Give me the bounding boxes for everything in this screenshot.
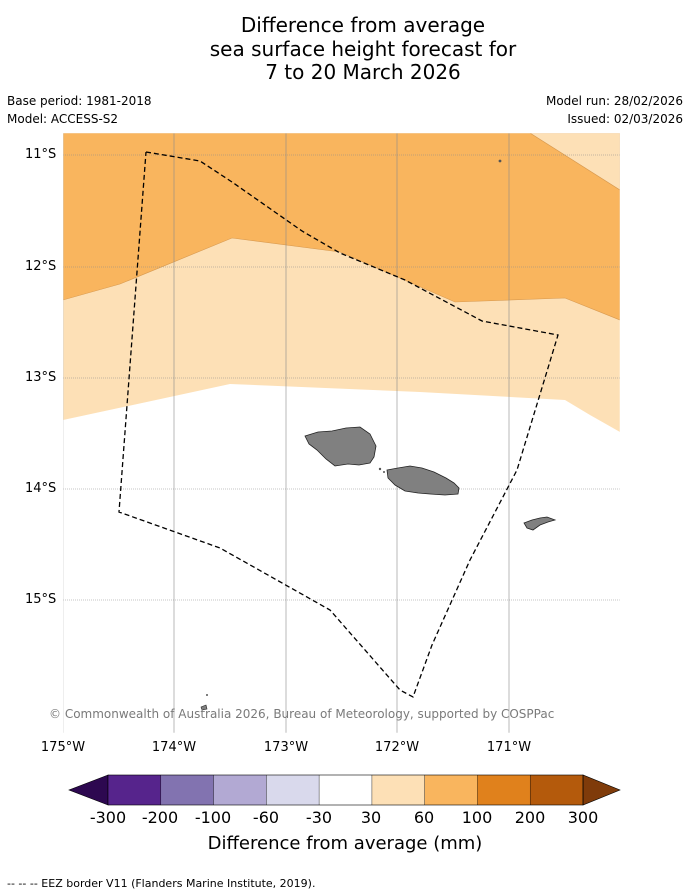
colorbar-tick: 300: [567, 808, 599, 827]
colorbar-extend-low: [68, 774, 109, 806]
colorbar-label: Difference from average (mm): [207, 833, 483, 854]
colorbar-tick: -60: [252, 808, 280, 827]
lat-label: 11°S: [25, 147, 57, 162]
title-line-1: Difference from average: [240, 13, 486, 37]
colorbar-segment: [108, 775, 162, 805]
gridlines: [63, 133, 620, 733]
meta-left: Base period: 1981-2018 Model: ACCESS-S2: [7, 94, 152, 130]
lon-label: 171°W: [486, 740, 532, 755]
lat-label: 14°S: [25, 481, 57, 496]
lon-label: 173°W: [263, 740, 309, 755]
band-30-60-corner: [529, 133, 620, 191]
colorbar-tick: -100: [194, 808, 232, 827]
rose-atoll: [498, 159, 502, 163]
colorbar-segment: [530, 775, 584, 805]
colorbar-segment: [160, 775, 214, 805]
colorbar-segment: [319, 775, 373, 805]
eez-border: [118, 151, 559, 698]
title-line-3: 7 to 20 March 2026: [265, 60, 461, 84]
colorbar-tick: 30: [360, 808, 382, 827]
base-period: Base period: 1981-2018: [7, 94, 152, 108]
lat-label: 12°S: [25, 259, 57, 274]
colorbar-tick: -300: [89, 808, 127, 827]
model-run: Model run: 28/02/2026: [545, 94, 683, 108]
map-frame: [62, 132, 621, 734]
colorbar-tick: -30: [305, 808, 333, 827]
model-name: Model: ACCESS-S2: [7, 112, 119, 126]
colorbar-segment: [477, 775, 531, 805]
lat-label: 13°S: [25, 370, 57, 385]
southern-islet-2: [206, 694, 208, 696]
tutuila-island: [523, 516, 557, 531]
map-area: [63, 133, 620, 733]
colorbar-extend-high: [582, 774, 621, 806]
colorbar-tick: -200: [141, 808, 179, 827]
title-line-2: sea surface height forecast for: [209, 36, 517, 61]
lat-label: 15°S: [25, 592, 57, 607]
lon-label: 175°W: [40, 740, 86, 755]
manono-islet: [378, 467, 382, 471]
eez-legend-note: -- -- -- EEZ border V11 (Flanders Marine…: [7, 877, 316, 890]
lon-label: 174°W: [151, 740, 197, 755]
colorbar-segment: [424, 775, 478, 805]
copyright-notice: © Commonwealth of Australia 2026, Bureau…: [49, 707, 555, 721]
colorbar-frame: [107, 774, 584, 806]
colorbar-tick: 200: [514, 808, 546, 827]
colorbar-tick: 60: [413, 808, 435, 827]
savaii-island: [304, 426, 377, 467]
chart-title: Difference from average sea surface heig…: [0, 13, 690, 85]
upolu-island: [386, 465, 460, 496]
colorbar-segment: [266, 775, 320, 805]
colorbar-tick: 100: [461, 808, 493, 827]
southern-islet: [200, 704, 208, 711]
apolima-islet: [383, 471, 385, 473]
colorbar-segment: [213, 775, 267, 805]
issued-date: Issued: 02/03/2026: [567, 112, 683, 126]
meta-right: Model run: 28/02/2026 Issued: 02/03/2026: [546, 94, 683, 130]
colorbar-segment: [371, 775, 425, 805]
lon-label: 172°W: [374, 740, 420, 755]
colorbar: [68, 774, 621, 806]
